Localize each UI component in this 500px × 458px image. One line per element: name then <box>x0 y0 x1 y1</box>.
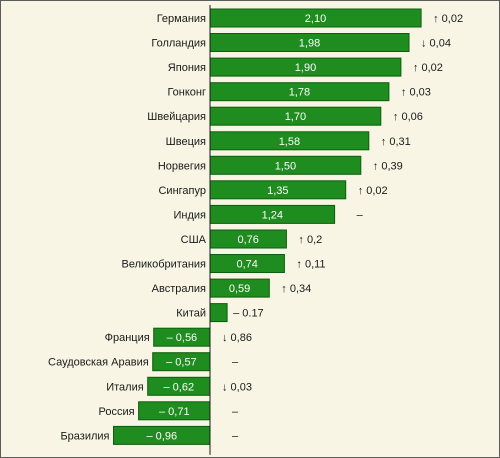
change-label: – <box>232 406 239 418</box>
category-label: Норвегия <box>158 160 206 172</box>
change-label: ↑ 0,34 <box>281 283 311 295</box>
value-label: – 0,56 <box>167 332 198 344</box>
category-label: США <box>181 234 207 246</box>
category-label: Бразилия <box>60 430 109 442</box>
category-label: Сингапур <box>158 185 206 197</box>
value-label: 1,78 <box>289 87 310 99</box>
value-label: – 0,71 <box>159 406 190 418</box>
category-label: Индия <box>173 209 206 221</box>
category-label: Австралия <box>152 283 206 295</box>
category-label: Швейцария <box>147 111 206 123</box>
bar <box>209 303 228 323</box>
category-label: Саудовская Аравия <box>48 357 149 369</box>
value-label: 2,10 <box>305 13 326 25</box>
change-label: ↓ 0,04 <box>421 38 451 50</box>
category-label: Гонконг <box>167 87 206 99</box>
change-label: ↑ 0,03 <box>401 87 431 99</box>
change-label: ↑ 0,2 <box>298 234 322 246</box>
change-label: ↑ 0,02 <box>433 13 463 25</box>
category-label: Германия <box>157 13 206 25</box>
change-label: – <box>357 209 364 221</box>
category-label: Италия <box>106 381 144 393</box>
value-label: 0,76 <box>237 234 258 246</box>
value-label: – 0,62 <box>164 381 195 393</box>
change-label: ↑ 0,39 <box>373 160 403 172</box>
value-label: 1,50 <box>275 160 296 172</box>
category-label: Япония <box>168 62 206 74</box>
outside-value-label: – 0.17 <box>233 308 264 320</box>
category-label: Швеция <box>166 136 206 148</box>
value-label: 1,98 <box>299 38 320 50</box>
category-label: Франция <box>105 332 150 344</box>
change-label: ↓ 0,03 <box>222 381 252 393</box>
change-label: ↑ 0,06 <box>393 111 423 123</box>
category-label: Китай <box>176 308 206 320</box>
value-label: 1,70 <box>285 111 306 123</box>
change-label: ↑ 0,02 <box>413 62 443 74</box>
value-label: 1,24 <box>262 209 283 221</box>
value-label: 1,90 <box>295 62 316 74</box>
change-label: ↑ 0,31 <box>381 136 411 148</box>
value-label: 1,58 <box>279 136 300 148</box>
change-label: ↓ 0,86 <box>222 332 252 344</box>
change-label: – <box>232 430 239 442</box>
value-label: 1,35 <box>267 185 288 197</box>
category-label: Голландия <box>151 38 206 50</box>
value-label: 0,59 <box>229 283 250 295</box>
category-label: Россия <box>99 406 135 418</box>
value-label: – 0,57 <box>166 357 197 369</box>
change-label: ↑ 0,02 <box>358 185 388 197</box>
change-label: ↑ 0,11 <box>296 259 325 271</box>
change-label: – <box>232 357 239 369</box>
value-label: 0,74 <box>236 259 257 271</box>
value-label: – 0,96 <box>147 430 178 442</box>
category-label: Великобритания <box>122 259 207 271</box>
